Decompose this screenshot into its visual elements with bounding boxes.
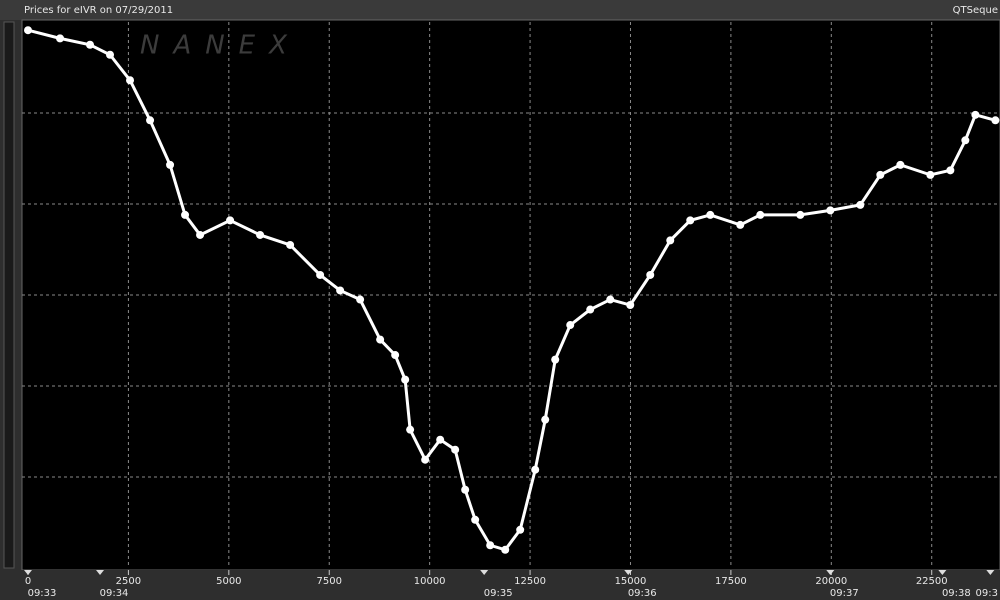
price-point [516, 525, 525, 534]
x-axis-panel [0, 570, 1000, 600]
price-point [826, 206, 835, 215]
time-marker [938, 570, 947, 575]
price-point [406, 425, 415, 434]
price-point [256, 230, 265, 239]
price-line [27, 28, 996, 552]
time-marker [624, 570, 633, 575]
price-point [896, 160, 905, 169]
x-tick-label: 22500 [916, 576, 948, 587]
price-point [471, 515, 480, 524]
price-point [461, 485, 470, 494]
title-bar [0, 0, 1000, 20]
price-point [401, 375, 410, 384]
time-label: 09:34 [100, 588, 129, 599]
price-point [646, 270, 655, 279]
price-point [706, 210, 715, 219]
price-point [666, 236, 675, 245]
price-point [551, 355, 560, 364]
price-point [356, 295, 365, 304]
time-label: 09:35 [484, 588, 513, 599]
price-point [24, 26, 32, 35]
price-point [501, 545, 510, 554]
price-point [991, 116, 1000, 125]
price-point [756, 210, 765, 219]
price-point [436, 435, 445, 444]
time-marker [986, 570, 995, 575]
price-point [166, 160, 175, 169]
watermark: NANEX [140, 31, 301, 61]
x-tick-label: 15000 [615, 576, 647, 587]
price-point [566, 321, 575, 330]
price-point [541, 415, 550, 424]
price-point [971, 110, 980, 119]
price-point [451, 445, 460, 454]
time-marker [24, 570, 32, 575]
price-point [106, 50, 115, 59]
price-point [606, 295, 615, 304]
x-tick-label: 2500 [116, 576, 141, 587]
price-point [196, 230, 205, 239]
time-label: 09:37 [830, 588, 859, 599]
price-point [126, 76, 135, 85]
price-point [316, 270, 325, 279]
x-tick-label: 0 [25, 576, 31, 587]
price-point [626, 301, 635, 310]
price-point [961, 136, 970, 145]
price-point [796, 210, 805, 219]
x-tick-label: 10000 [414, 576, 446, 587]
time-label: 09:36 [628, 588, 657, 599]
price-point [736, 220, 745, 229]
price-point [876, 170, 885, 179]
price-point [336, 286, 345, 295]
price-point [146, 116, 155, 125]
price-point [686, 216, 695, 225]
price-point [421, 455, 430, 464]
price-point [391, 351, 400, 360]
price-point [586, 305, 595, 314]
price-point [946, 166, 955, 175]
price-point [926, 170, 935, 179]
x-tick-label: 12500 [514, 576, 546, 587]
time-label: 09:33 [28, 588, 57, 599]
x-tick-label: 20000 [815, 576, 847, 587]
time-marker [96, 570, 105, 575]
price-point [376, 335, 385, 344]
price-point [56, 34, 65, 43]
price-point [286, 240, 295, 249]
x-tick-label: 7500 [317, 576, 342, 587]
price-point [226, 216, 235, 225]
price-point [181, 210, 190, 219]
time-label: 09:38 [942, 588, 971, 599]
price-point [486, 541, 495, 550]
price-point [531, 465, 540, 474]
price-point [856, 200, 865, 209]
price-point [86, 40, 95, 49]
x-tick-label: 5000 [216, 576, 241, 587]
time-label: 09:3 [976, 588, 998, 599]
chart-title: Prices for eIVR on 07/29/2011 [24, 5, 173, 16]
x-tick-label: 17500 [715, 576, 747, 587]
time-marker [826, 570, 835, 575]
source-label: QTSeque [953, 5, 998, 16]
scroll-bar [3, 21, 15, 569]
time-marker [480, 570, 489, 575]
